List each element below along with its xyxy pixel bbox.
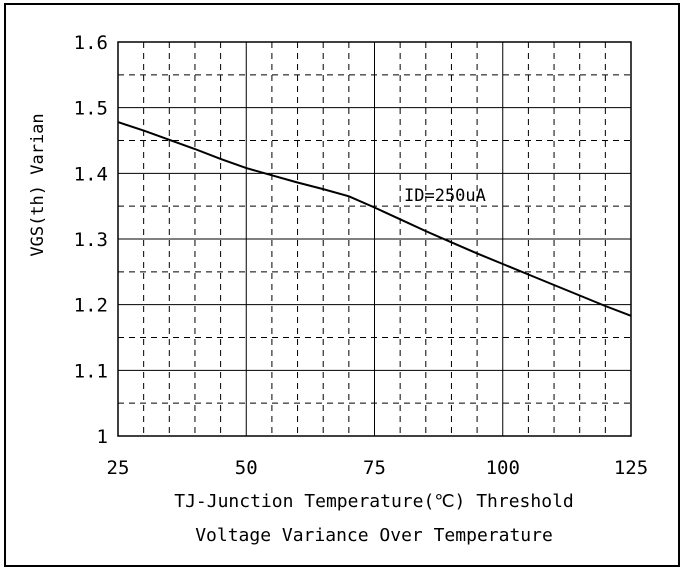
x-tick-label: 125: [614, 457, 648, 479]
y-tick-label: 1.1: [74, 360, 108, 382]
y-axis-label: VGS(th) Varian: [28, 113, 48, 256]
y-tick-label: 1.5: [74, 98, 108, 120]
x-axis-label: TJ-Junction Temperature(℃) Threshold: [174, 491, 574, 512]
x-tick-label: 25: [107, 457, 130, 479]
chart-frame: 1 1.1 1.2 1.3 1.4 1.5 1.6 25 50 75 100 125 ID=250u…: [4, 3, 680, 567]
x-tick-label: 50: [235, 457, 258, 479]
y-tick-label: 1.3: [74, 229, 108, 251]
y-tick-labels: 1 1.1 1.2 1.3 1.4 1.5 1.6: [74, 32, 108, 448]
x-tick-labels: 25 50 75 100 125: [107, 457, 649, 479]
plot-area-border: [117, 41, 632, 437]
line-chart: 1 1.1 1.2 1.3 1.4 1.5 1.6 25 50 75 100 125 ID=250u…: [28, 32, 649, 546]
y-tick-label: 1: [97, 426, 108, 448]
annotation-label: ID=250uA: [404, 186, 486, 206]
major-grid: [118, 42, 631, 436]
x-tick-label: 75: [363, 457, 386, 479]
series-line: [117, 121, 632, 317]
y-tick-label: 1.4: [74, 163, 108, 185]
x-tick-label: 100: [486, 457, 520, 479]
y-tick-label: 1.2: [74, 295, 108, 317]
chart-caption: Voltage Variance Over Temperature: [195, 525, 553, 546]
y-tick-label: 1.6: [74, 32, 108, 54]
